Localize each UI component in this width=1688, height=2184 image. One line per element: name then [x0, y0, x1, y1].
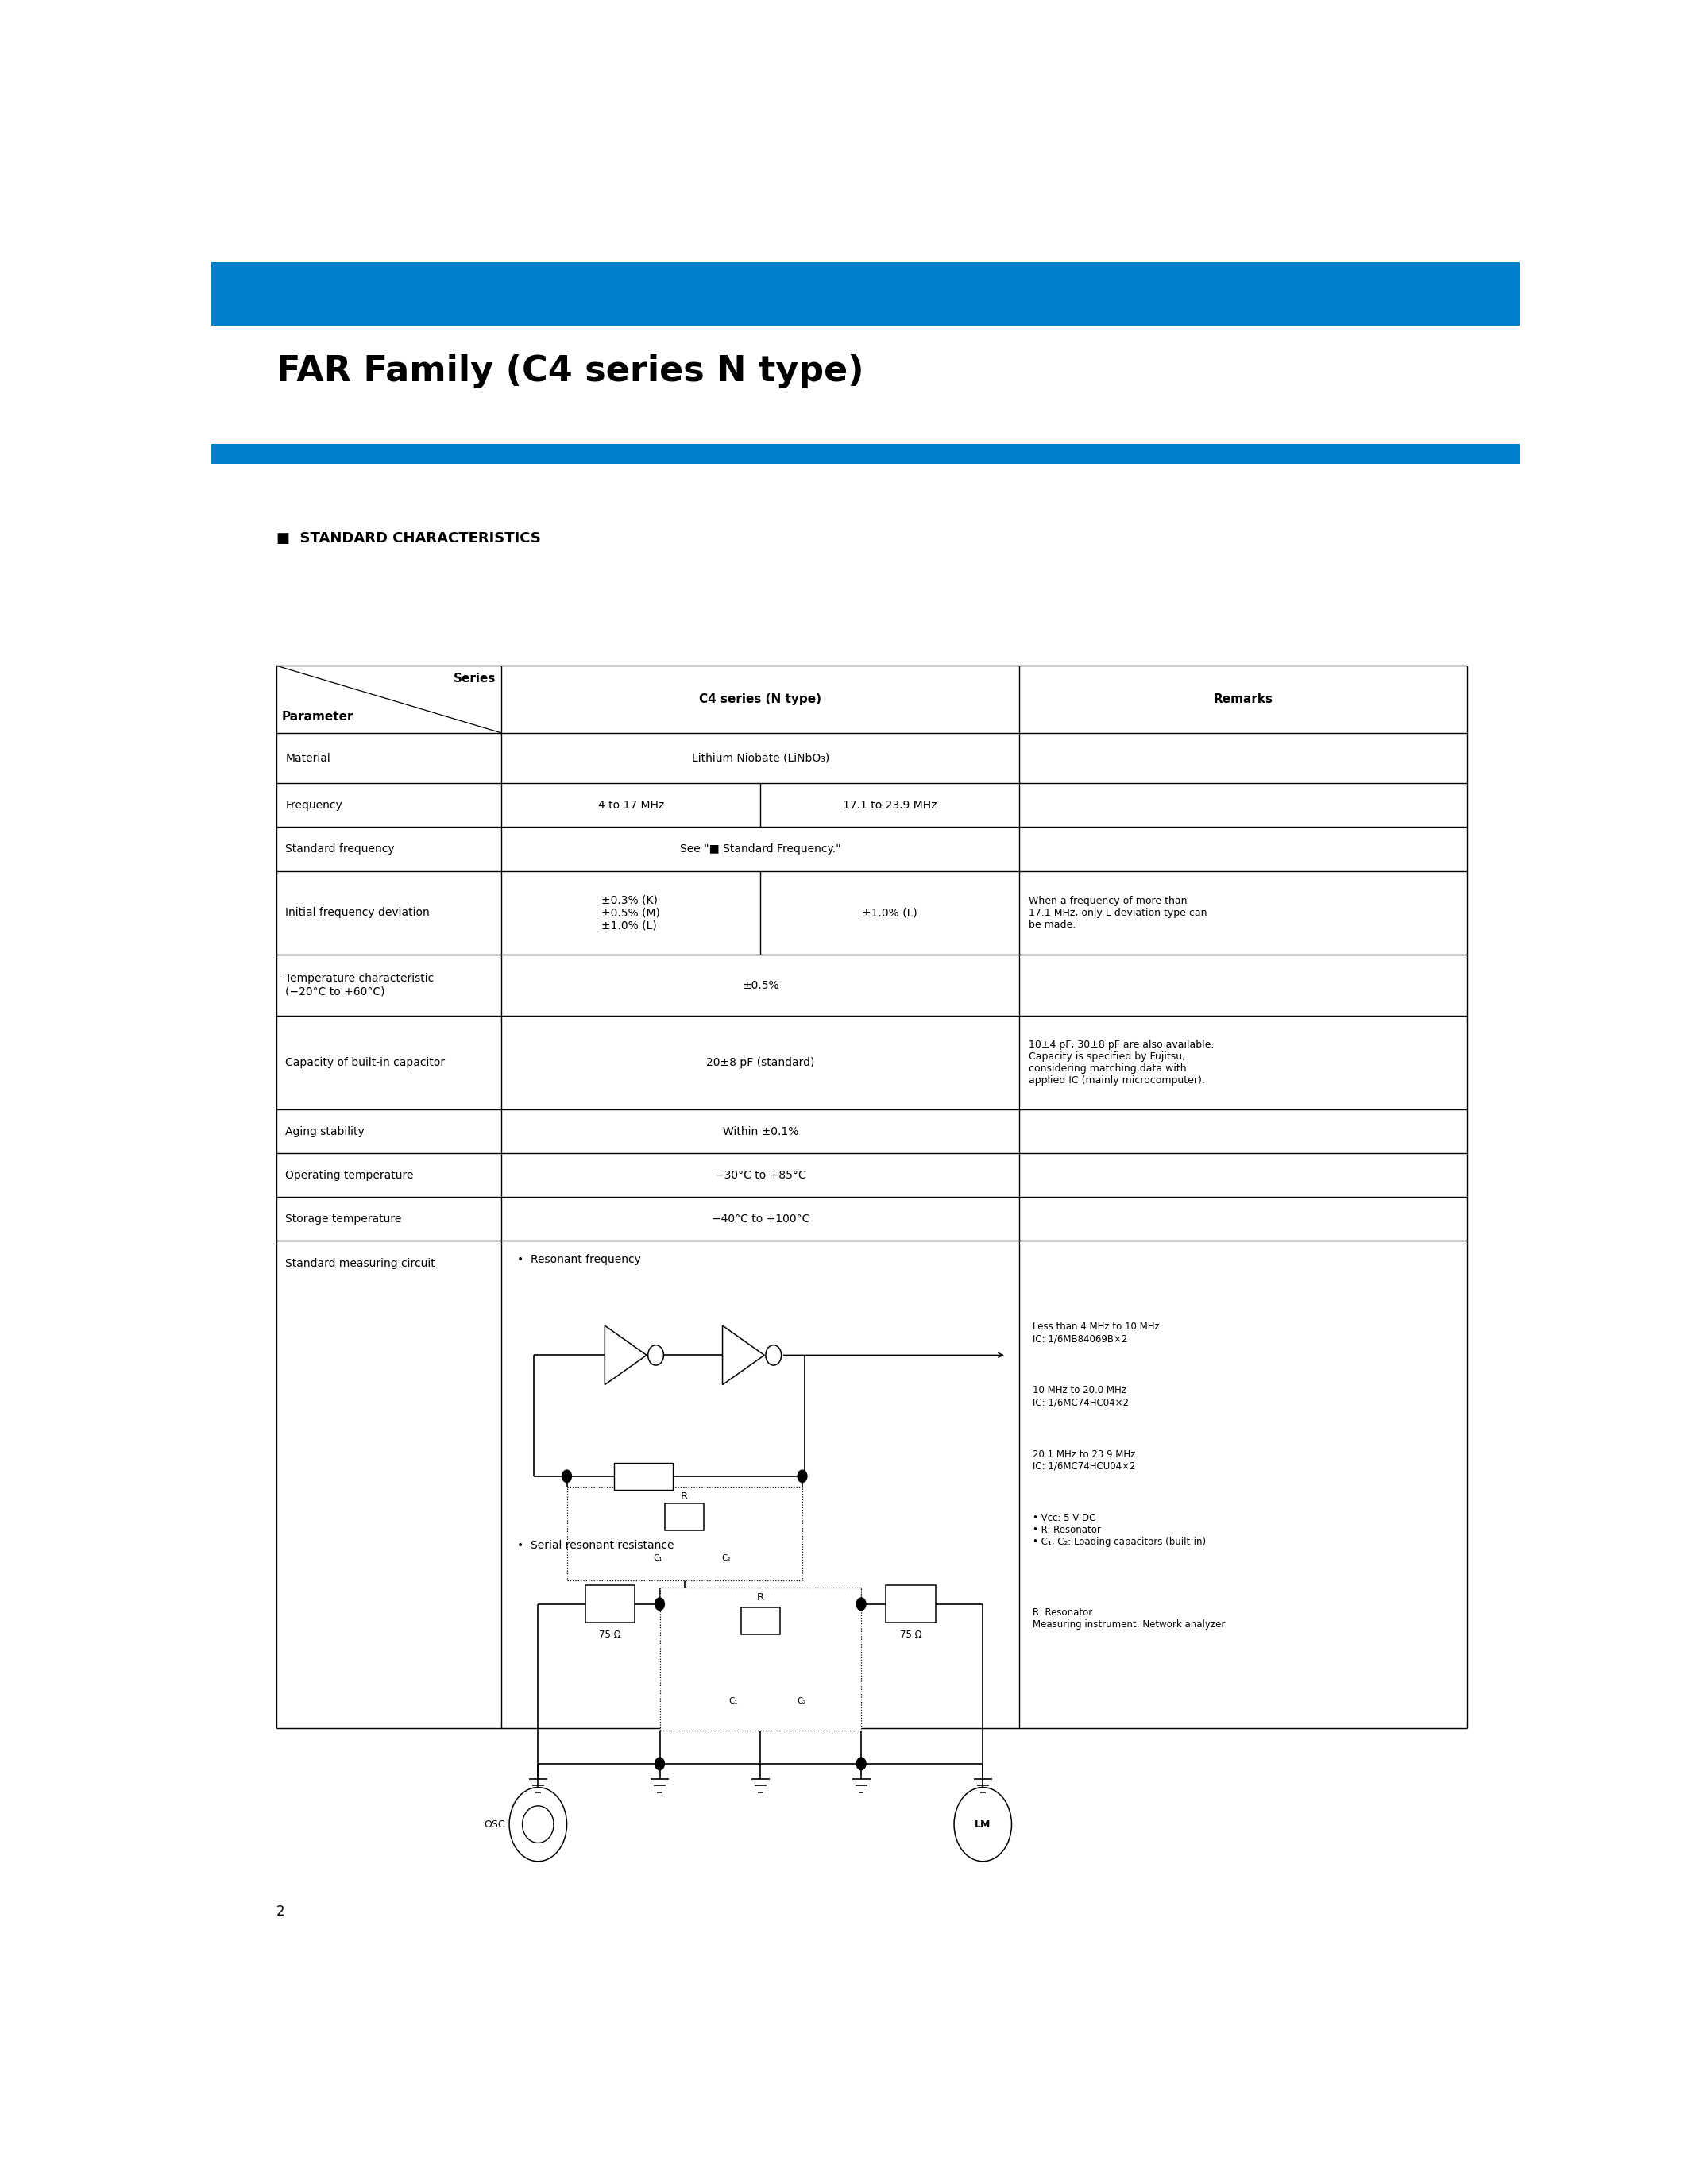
Text: 2: 2 [277, 1904, 285, 1918]
Text: •  Resonant frequency: • Resonant frequency [517, 1254, 641, 1265]
Text: 20±8 pF (standard): 20±8 pF (standard) [706, 1057, 815, 1068]
Text: C₁: C₁ [653, 1555, 662, 1562]
Text: 75 Ω: 75 Ω [599, 1629, 621, 1640]
Bar [665, 1503, 704, 1531]
Text: C₂: C₂ [797, 1697, 807, 1706]
Text: ±1.0% (L): ±1.0% (L) [863, 906, 918, 919]
Bar [211, 262, 1519, 325]
Bar [567, 1487, 802, 1581]
Text: •  Serial resonant resistance: • Serial resonant resistance [517, 1540, 674, 1551]
Text: ■  STANDARD CHARACTERISTICS: ■ STANDARD CHARACTERISTICS [277, 531, 540, 546]
Text: Material: Material [285, 753, 331, 764]
Text: C₁: C₁ [729, 1697, 738, 1706]
Text: R: R [756, 1592, 765, 1603]
Text: Temperature characteristic
(−20°C to +60°C): Temperature characteristic (−20°C to +60… [285, 974, 434, 998]
Text: C4 series (N type): C4 series (N type) [699, 692, 822, 705]
Circle shape [562, 1470, 572, 1483]
Circle shape [655, 1597, 665, 1612]
Text: 10±4 pF, 30±8 pF are also available.
Capacity is specified by Fujitsu,
consideri: 10±4 pF, 30±8 pF are also available. Cap… [1028, 1040, 1214, 1085]
Text: See "■ Standard Frequency.": See "■ Standard Frequency." [680, 843, 841, 854]
Text: Within ±0.1%: Within ±0.1% [722, 1127, 798, 1138]
Text: FAR: FAR [809, 1607, 827, 1618]
Bar [660, 1588, 861, 1730]
Text: 17.1 to 23.9 MHz: 17.1 to 23.9 MHz [842, 799, 937, 810]
Text: OSC: OSC [484, 1819, 505, 1830]
Text: −40°C to +100°C: −40°C to +100°C [711, 1214, 810, 1225]
Text: Operating temperature: Operating temperature [285, 1171, 414, 1182]
Text: FAR Family (C4 series N type): FAR Family (C4 series N type) [277, 354, 864, 389]
Text: Capacity of built-in capacitor: Capacity of built-in capacitor [285, 1057, 446, 1068]
Text: Standard measuring circuit: Standard measuring circuit [285, 1258, 436, 1269]
Text: ±0.3% (K)
±0.5% (M)
±1.0% (L): ±0.3% (K) ±0.5% (M) ±1.0% (L) [601, 895, 660, 930]
Text: LM: LM [974, 1819, 991, 1830]
Circle shape [856, 1597, 866, 1612]
Text: When a frequency of more than
17.1 MHz, only L deviation type can
be made.: When a frequency of more than 17.1 MHz, … [1028, 895, 1207, 930]
Text: Parameter: Parameter [282, 712, 353, 723]
Text: 4 to 17 MHz: 4 to 17 MHz [598, 799, 663, 810]
Circle shape [797, 1470, 807, 1483]
Text: Initial frequency deviation: Initial frequency deviation [285, 906, 430, 919]
Text: R: Resonator
Measuring instrument: Network analyzer: R: Resonator Measuring instrument: Netwo… [1033, 1607, 1225, 1629]
Text: Remarks: Remarks [1214, 692, 1273, 705]
Bar [211, 443, 1519, 463]
Text: 20.1 MHz to 23.9 MHz
IC: 1/6MC74HCU04×2: 20.1 MHz to 23.9 MHz IC: 1/6MC74HCU04×2 [1033, 1450, 1136, 1472]
Text: 75 Ω: 75 Ω [900, 1629, 922, 1640]
Text: R: R [680, 1492, 689, 1503]
Text: Frequency: Frequency [285, 799, 343, 810]
Text: Standard frequency: Standard frequency [285, 843, 395, 854]
Circle shape [856, 1758, 866, 1771]
Text: • Vcc: 5 V DC
• R: Resonator
• C₁, C₂: Loading capacitors (built-in): • Vcc: 5 V DC • R: Resonator • C₁, C₂: L… [1033, 1514, 1205, 1548]
Text: C₂: C₂ [721, 1555, 731, 1562]
Text: Series: Series [454, 673, 496, 684]
Bar [586, 1586, 635, 1623]
Text: Less than 4 MHz to 10 MHz
IC: 1/6MB84069B×2: Less than 4 MHz to 10 MHz IC: 1/6MB84069… [1033, 1321, 1160, 1343]
Text: 10 MHz to 20.0 MHz
IC: 1/6MC74HC04×2: 10 MHz to 20.0 MHz IC: 1/6MC74HC04×2 [1033, 1385, 1129, 1409]
Text: Lithium Niobate (LiNbO₃): Lithium Niobate (LiNbO₃) [692, 753, 829, 764]
Bar [741, 1607, 780, 1634]
Text: Storage temperature: Storage temperature [285, 1214, 402, 1225]
Text: Aging stability: Aging stability [285, 1127, 365, 1138]
Text: 1 MΩ: 1 MΩ [616, 1498, 641, 1509]
Circle shape [655, 1758, 665, 1771]
Text: −30°C to +85°C: −30°C to +85°C [716, 1171, 805, 1182]
Text: ±0.5%: ±0.5% [743, 981, 778, 992]
Bar [614, 1463, 674, 1489]
Bar [886, 1586, 935, 1623]
